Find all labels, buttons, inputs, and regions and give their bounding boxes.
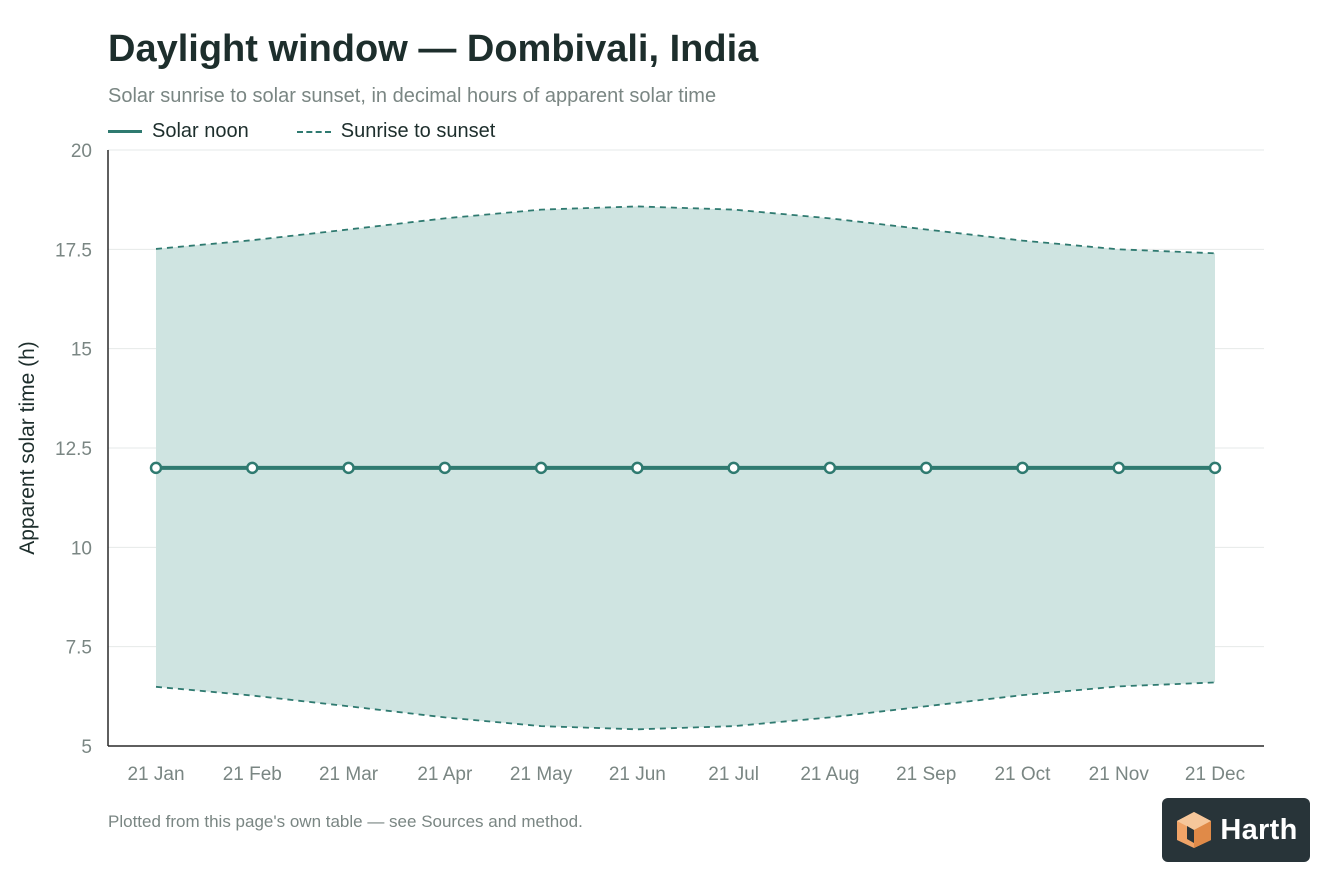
solar-noon-point (631, 461, 644, 475)
solar-noon-point (246, 461, 259, 475)
legend-label-sunrise-to-sunset: Sunrise to sunset (340, 120, 496, 142)
y-tick-label: 20 (71, 141, 92, 162)
chart-subtitle: Solar sunrise to solar sunset, in decima… (108, 85, 717, 107)
solar-noon-point (919, 461, 933, 475)
y-tick-label: 12.5 (55, 439, 92, 460)
sunset-line (155, 205, 1216, 255)
solar-noon-point (1016, 461, 1029, 475)
sunrise-line (155, 681, 1216, 731)
solar-noon-point (1112, 461, 1125, 475)
x-tick-label: 21 Dec (1185, 764, 1245, 785)
legend-label-solar-noon: Solar noon (152, 120, 249, 142)
x-tick-label: 21 Oct (994, 764, 1051, 785)
solar-noon-point (1208, 461, 1222, 475)
logo-text: Harth (1220, 813, 1298, 846)
y-tick-label: 15 (71, 340, 92, 361)
solar-noon-point (727, 461, 740, 475)
legend-item-sunrise-to-sunset: Sunrise to sunset (296, 120, 496, 143)
y-tick-label: 7.5 (66, 638, 92, 659)
solar-noon-point (438, 461, 452, 475)
x-tick-label: 21 Feb (223, 764, 282, 785)
x-tick-label: 21 Jul (708, 764, 759, 785)
x-tick-label: 21 Mar (319, 764, 379, 785)
y-tick-label: 17.5 (55, 240, 92, 261)
y-tick-label: 10 (71, 538, 92, 559)
x-tick-label: 21 Jan (127, 764, 184, 785)
harth-logo[interactable]: Harth (1162, 798, 1310, 862)
x-tick-label: 21 Jun (609, 764, 666, 785)
chart-title: Daylight window — Dombivali, India (108, 28, 759, 70)
chart-footnote: Plotted from this page's own table — see… (108, 812, 583, 831)
solar-noon-point (534, 461, 548, 475)
legend-swatch-dashed (296, 130, 331, 133)
x-tick-label: 21 Aug (800, 764, 859, 785)
x-tick-label: 21 May (510, 764, 573, 785)
x-tick-label: 21 Apr (417, 764, 473, 785)
x-tick-label: 21 Nov (1089, 764, 1150, 785)
chart-legend: Solar noon Sunrise to sunset (108, 120, 495, 143)
legend-item-solar-noon: Solar noon (108, 120, 249, 143)
x-tick-label: 21 Sep (896, 764, 956, 785)
cube-logo-icon (1177, 812, 1212, 848)
solar-noon-point (823, 461, 837, 475)
y-tick-label: 5 (81, 737, 92, 758)
legend-swatch-solid (108, 130, 142, 133)
solar-noon-point (342, 461, 355, 475)
solar-noon-point (149, 461, 163, 475)
y-axis-label: Apparent solar time (h) (16, 341, 39, 555)
